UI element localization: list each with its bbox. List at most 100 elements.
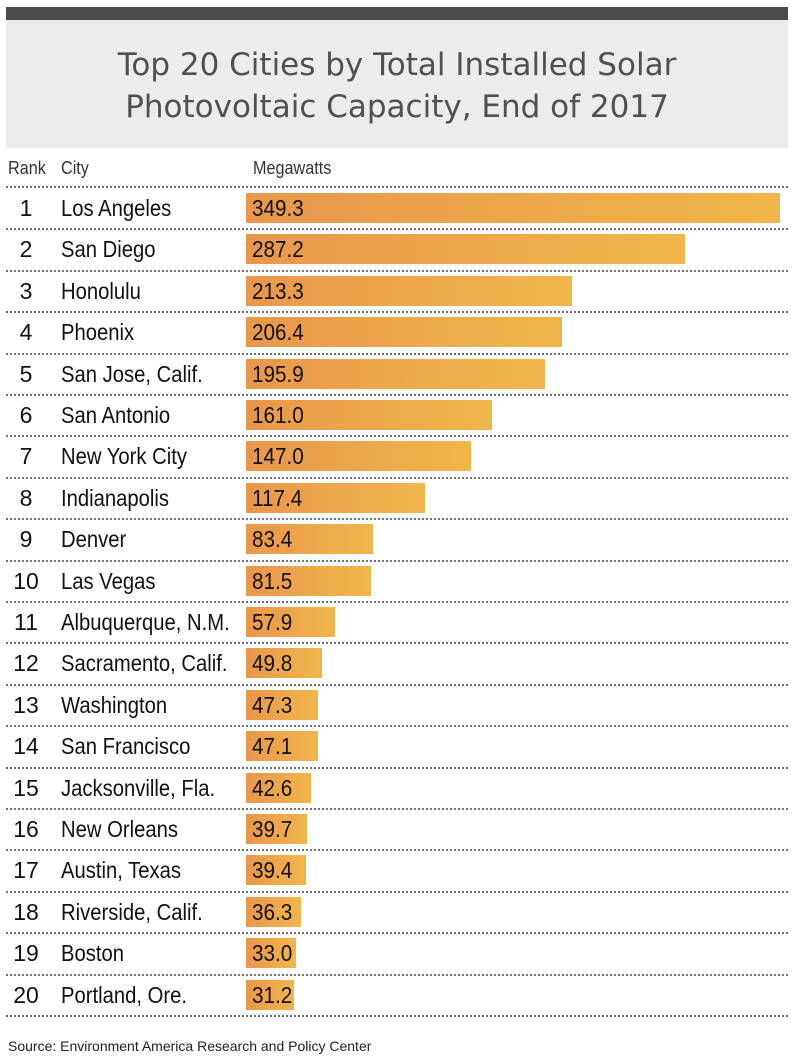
city-label: San Antonio	[61, 402, 171, 428]
chart-row: 17 Austin, Texas 39.4	[6, 850, 788, 893]
chart-row: 15 Jacksonville, Fla. 42.6	[6, 768, 788, 810]
bar-value-label: 47.3	[252, 691, 293, 718]
row-separator	[6, 973, 788, 976]
chart-row: 16 New Orleans 39.7	[6, 809, 788, 852]
bar-value-label: 33.0	[252, 940, 293, 967]
bar-value-label: 57.9	[252, 609, 293, 635]
row-separator	[6, 352, 788, 355]
chart-row: 10 Las Vegas 81.5	[6, 561, 788, 603]
city-label: Phoenix	[61, 319, 135, 346]
rank-label: 5	[19, 360, 33, 387]
bar	[246, 855, 307, 886]
source-note: Source: Environment America Research and…	[8, 1038, 372, 1054]
bar	[246, 938, 297, 969]
city-label: San Diego	[61, 236, 156, 263]
rank-column-header: Rank	[8, 158, 46, 178]
chart-row: 14 San Francisco 47.1	[6, 726, 788, 769]
row-separator	[6, 725, 788, 728]
chart-row: 13 Washington 47.3	[6, 685, 788, 728]
chart-row: 19 Boston 33.0	[6, 933, 788, 976]
bar-value-label: 117.4	[252, 484, 303, 511]
row-separator	[6, 311, 788, 314]
bar	[246, 524, 374, 555]
bar	[246, 565, 371, 596]
city-label: New Orleans	[61, 816, 178, 842]
bar-value-label: 83.4	[252, 526, 293, 553]
bar-value-label: 49.8	[252, 650, 293, 677]
bar	[246, 607, 335, 637]
chart-row: 8 Indianapolis 117.4	[6, 478, 788, 521]
title-block: Top 20 Cities by Total Installed Solar P…	[6, 20, 788, 148]
city-label: Washington	[61, 691, 168, 718]
city-label: Portland, Ore.	[61, 981, 188, 1008]
chart-row: 11 Albuquerque, N.M. 57.9	[6, 602, 788, 645]
bar	[246, 441, 471, 472]
rank-label: 12	[13, 650, 39, 677]
city-label: Austin, Texas	[61, 857, 182, 884]
bar	[246, 400, 493, 430]
rank-label: 3	[19, 277, 33, 304]
rank-label: 16	[13, 816, 39, 842]
bar-value-label: 39.7	[252, 816, 293, 842]
chart-row: 7 New York City 147.0	[6, 436, 788, 479]
city-label: Albuquerque, N.M.	[61, 609, 230, 635]
chart-row: 20 Portland, Ore. 31.2	[6, 975, 788, 1017]
rank-label: 13	[13, 691, 39, 718]
row-separator	[6, 435, 788, 438]
city-column-header: City	[61, 158, 89, 178]
rank-label: 9	[19, 526, 33, 553]
row-separator	[6, 600, 788, 603]
bar	[246, 482, 426, 513]
city-label: Las Vegas	[61, 567, 156, 594]
bar-value-label: 195.9	[252, 360, 304, 387]
chart-row: 4 Phoenix 206.4	[6, 312, 788, 355]
chart-row: 18 Riverside, Calif. 36.3	[6, 892, 788, 935]
rank-label: 15	[13, 774, 39, 801]
city-label: Jacksonville, Fla.	[61, 774, 216, 801]
row-separator	[6, 766, 788, 769]
city-label: San Francisco	[61, 733, 191, 760]
row-separator	[6, 890, 788, 893]
bar	[246, 689, 319, 720]
city-label: Indianapolis	[61, 484, 170, 511]
city-label: Riverside, Calif.	[61, 898, 203, 925]
bar-value-label: 36.3	[252, 898, 293, 925]
city-label: Sacramento, Calif.	[61, 650, 228, 677]
bar-value-label: 206.4	[252, 319, 304, 346]
row-separator	[6, 186, 788, 188]
chart-row: 5 San Jose, Calif. 195.9	[6, 354, 788, 396]
rank-label: 20	[13, 981, 39, 1008]
bar-value-label: 47.1	[252, 733, 293, 760]
chart-title-line-1: Top 20 Cities by Total Installed Solar	[117, 47, 677, 83]
city-label: Los Angeles	[61, 195, 172, 221]
rank-label: 10	[13, 567, 39, 594]
bar-value-label: 81.5	[252, 567, 293, 594]
rank-label: 4	[19, 319, 33, 346]
row-separator	[6, 807, 788, 810]
bar-value-label: 287.2	[252, 236, 304, 263]
rank-label: 7	[19, 443, 33, 470]
rank-label: 19	[13, 940, 39, 967]
header-stripe	[6, 7, 788, 20]
chart-row: 2 San Diego 287.2	[6, 229, 788, 272]
bar	[246, 193, 780, 223]
row-separator	[6, 518, 788, 521]
chart-row: 6 San Antonio 161.0	[6, 395, 788, 438]
row-separator	[6, 228, 788, 231]
chart-row: 3 Honolulu 213.3	[6, 271, 788, 314]
row-separator	[6, 476, 788, 479]
rank-label: 17	[13, 857, 39, 884]
chart-row: 9 Denver 83.4	[6, 519, 788, 562]
bar	[246, 979, 294, 1010]
bar-value-label: 39.4	[252, 857, 293, 884]
row-separator	[6, 269, 788, 272]
bar	[246, 275, 573, 306]
bar	[246, 358, 546, 389]
bar	[246, 234, 686, 265]
rank-label: 8	[19, 484, 33, 511]
bar	[246, 731, 318, 762]
bar	[246, 814, 307, 844]
city-label: New York City	[61, 443, 187, 470]
bar-value-label: 161.0	[252, 402, 304, 428]
row-separator	[6, 559, 788, 562]
